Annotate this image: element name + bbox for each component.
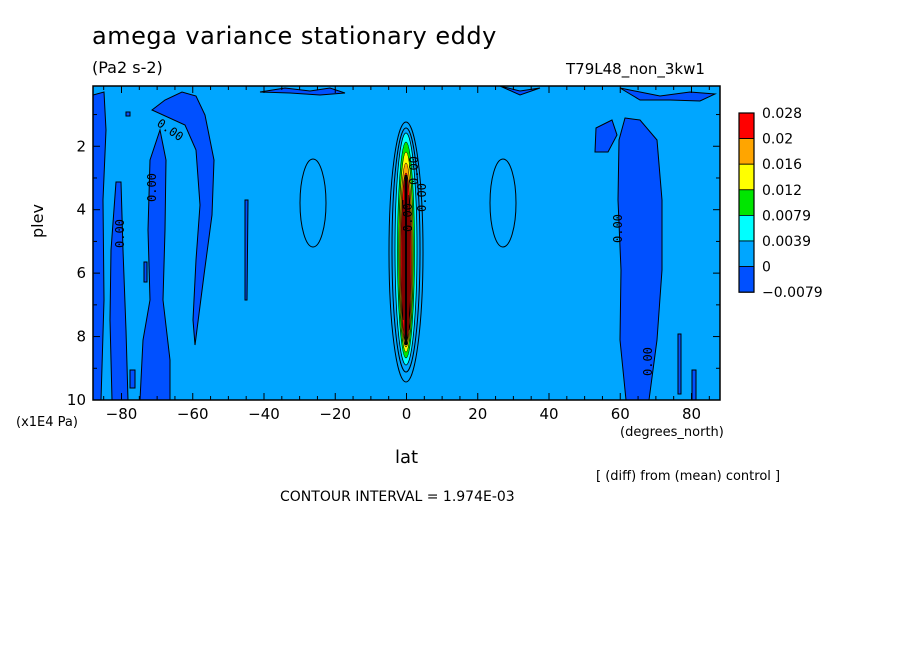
plot-area: 0.00 0.00 0.00 0.00 0.00 0.00 0.00 0.00 (93, 86, 720, 400)
legend-label: 0.028 (762, 106, 802, 122)
x-tick-label: −20 (319, 405, 351, 423)
x-tick-label: −60 (177, 405, 209, 423)
legend-label: −0.0079 (762, 285, 823, 301)
x-tick-label: 80 (682, 405, 701, 423)
y-tick-label: 2 (76, 137, 86, 155)
x-axis-label: lat (395, 447, 419, 468)
negative-region-top-right (619, 87, 717, 102)
legend-swatch (738, 240, 755, 268)
legend-swatch (738, 189, 755, 216)
contour-label-6: 0.00 (407, 156, 421, 185)
negative-region-west-3 (151, 91, 215, 346)
legend-swatch (738, 163, 755, 191)
x-tick-label: −40 (248, 405, 280, 423)
negative-region-ne-spikes (677, 333, 697, 400)
run-id-label: T79L48_non_3kw1 (566, 60, 705, 78)
x-tick-label: 0 (402, 405, 412, 423)
contour-label-7: 0.00 (415, 183, 429, 212)
x-tick-label: 20 (468, 405, 487, 423)
negative-region-far-west (93, 91, 107, 400)
negative-region-top-strip (259, 87, 346, 96)
negative-region-east-1 (617, 117, 663, 400)
y-tick-label: 4 (76, 201, 86, 219)
legend-label: 0 (762, 260, 771, 276)
legend-swatch (738, 214, 755, 242)
contour-label-4: 0.00 (611, 214, 625, 243)
chart-units: (Pa2 s-2) (92, 58, 163, 77)
x-tick-label: −80 (106, 405, 138, 423)
negative-region-misc-specks (125, 111, 148, 389)
contour-label-5: 0.00 (641, 347, 655, 376)
x-axis-unit: (degrees_north) (620, 425, 724, 440)
color-legend: 0.028 0.02 0.016 0.012 0.0079 0.0039 0 −0.0079 (738, 106, 823, 301)
equatorial-maximum (388, 121, 424, 383)
diff-note: [ (diff) from (mean) control ] (596, 469, 781, 484)
legend-swatch (738, 138, 755, 165)
negative-region-west-1 (109, 181, 129, 400)
y-axis-unit: (x1E4 Pa) (16, 415, 78, 430)
y-axis-label: plev (28, 204, 47, 238)
contour-ring-30N (489, 158, 517, 248)
legend-label: 0.0039 (762, 234, 811, 250)
contour-label-3: 0.00 (113, 219, 127, 248)
legend-label: 0.02 (762, 132, 793, 148)
legend-swatch (738, 112, 755, 140)
legend-label: 0.012 (762, 183, 802, 199)
contour-ring-30S (299, 158, 327, 248)
y-tick-label: 10 (67, 391, 86, 409)
negative-region-west-2 (139, 128, 171, 400)
y-axis: 2 4 6 8 10 (67, 114, 720, 409)
contour-label-8: 0.00 (401, 203, 415, 232)
x-axis: −80 −60 −40 −20 0 20 40 60 80 (103, 86, 710, 423)
legend-swatch (738, 266, 755, 293)
chart-title: amega variance stationary eddy (92, 22, 497, 50)
x-tick-label: 40 (539, 405, 558, 423)
contour-interval: CONTOUR INTERVAL = 1.974E-03 (280, 489, 515, 505)
negative-region-east-2 (594, 119, 618, 153)
y-tick-label: 6 (76, 264, 86, 282)
y-tick-label: 8 (76, 328, 86, 346)
legend-label: 0.0079 (762, 208, 811, 224)
negative-region-narrow-46S (244, 199, 249, 301)
contour-label-2: 0.00 (145, 173, 159, 202)
legend-frame (738, 112, 755, 293)
x-tick-label: 60 (611, 405, 630, 423)
legend-label: 0.016 (762, 157, 802, 173)
